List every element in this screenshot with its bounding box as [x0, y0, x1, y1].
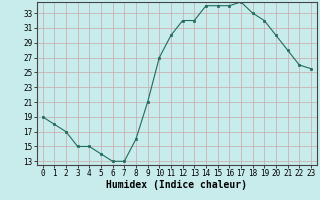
X-axis label: Humidex (Indice chaleur): Humidex (Indice chaleur) — [106, 180, 247, 190]
